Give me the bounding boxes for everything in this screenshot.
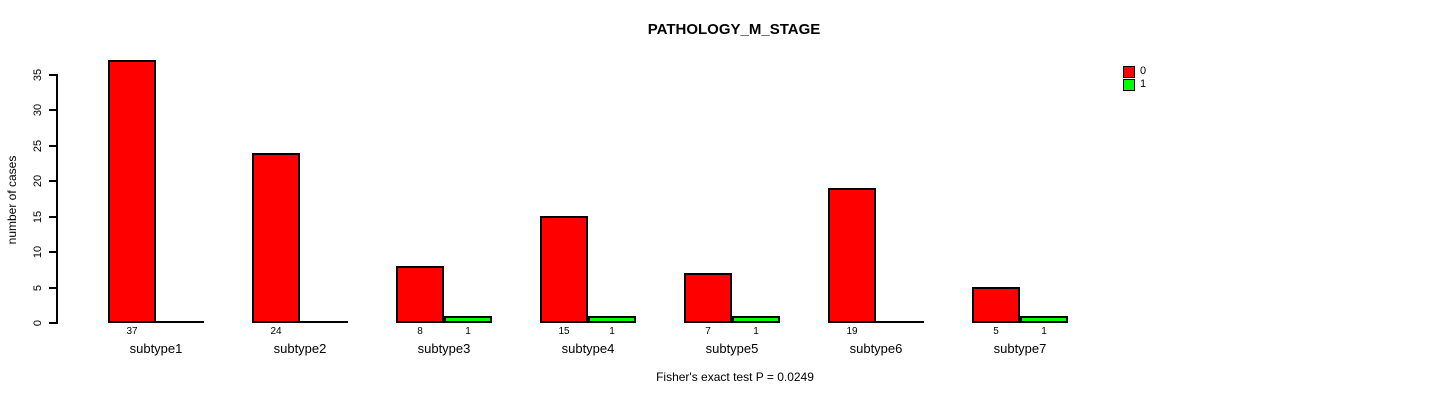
category-label-subtype5: subtype5 [705, 341, 759, 356]
group-baseline [108, 321, 204, 323]
chart-title: PATHOLOGY_M_STAGE [647, 21, 821, 38]
bar-value-label-subtype6-0: 19 [846, 326, 858, 337]
legend-entry-0: 0 [1123, 65, 1146, 78]
y-tick-label: 0 [32, 319, 44, 327]
y-tick-mark [49, 109, 56, 111]
category-label-subtype7: subtype7 [993, 341, 1047, 356]
bar-subtype2-series-0 [252, 153, 300, 323]
bar-subtype4-series-1 [588, 316, 636, 323]
bar-subtype5-series-0 [684, 273, 732, 323]
bar-subtype6-series-0 [828, 188, 876, 323]
bar-subtype7-series-1 [1020, 316, 1068, 323]
legend-swatch-0 [1123, 65, 1135, 78]
bar-subtype4-series-0 [540, 216, 588, 323]
bar-value-label-subtype4-1: 1 [609, 326, 615, 337]
bar-value-label-subtype5-0: 7 [705, 326, 711, 337]
y-axis-title: number of cases [5, 155, 19, 245]
legend-label-1: 1 [1140, 78, 1147, 90]
group-baseline [252, 321, 348, 323]
y-tick-label: 5 [32, 284, 44, 291]
bar-value-label-subtype7-1: 1 [1041, 326, 1047, 337]
y-tick-label: 20 [32, 174, 44, 188]
bar-value-label-subtype4-0: 15 [558, 326, 570, 337]
y-tick-label: 10 [32, 245, 44, 259]
category-label-subtype1: subtype1 [129, 341, 183, 356]
footnote: Fisher's exact test P = 0.0249 [656, 370, 814, 384]
legend-entry-1: 1 [1123, 78, 1146, 91]
bar-value-label-subtype3-1: 1 [465, 326, 471, 337]
bar-subtype7-series-0 [972, 287, 1020, 323]
category-label-subtype2: subtype2 [273, 341, 327, 356]
y-tick-mark [49, 215, 56, 218]
category-label-subtype4: subtype4 [561, 341, 615, 356]
group-baseline [828, 321, 924, 323]
bar-subtype3-series-1 [444, 316, 492, 323]
y-tick-mark [49, 322, 56, 324]
y-tick-mark [49, 180, 56, 182]
y-axis-line [56, 73, 58, 324]
y-tick-label: 35 [32, 68, 44, 81]
bar-subtype5-series-1 [732, 316, 780, 323]
y-tick-label: 15 [32, 210, 44, 223]
bar-value-label-subtype3-0: 8 [417, 326, 423, 337]
category-label-subtype6: subtype6 [849, 341, 903, 356]
bar-value-label-subtype2-0: 24 [270, 326, 282, 337]
bar-value-label-subtype5-1: 1 [753, 326, 759, 337]
bar-value-label-subtype7-0: 5 [993, 326, 999, 337]
y-tick-label: 30 [32, 103, 44, 117]
category-label-subtype3: subtype3 [417, 341, 471, 356]
legend-label-0: 0 [1140, 65, 1147, 77]
y-tick-label: 25 [32, 139, 44, 152]
bar-value-label-subtype1-0: 37 [126, 326, 138, 337]
y-tick-mark [49, 286, 56, 289]
y-tick-mark [49, 251, 56, 253]
legend-swatch-1 [1123, 78, 1135, 91]
y-tick-mark [49, 73, 56, 76]
bar-subtype1-series-0 [108, 60, 156, 323]
bar-subtype3-series-0 [396, 266, 444, 323]
y-tick-mark [49, 144, 56, 147]
